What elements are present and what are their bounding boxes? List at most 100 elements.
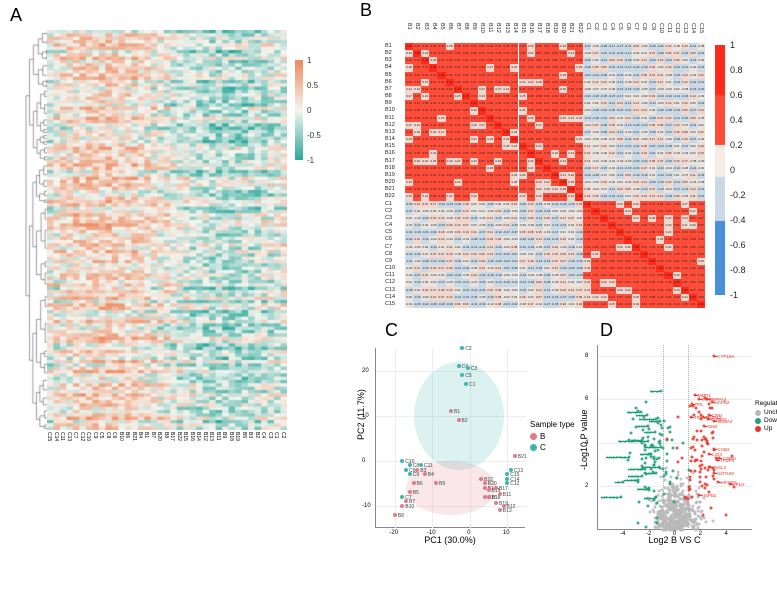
corr-cell: 0.37 <box>429 115 437 122</box>
corr-cell: 0.53 <box>567 86 575 93</box>
corr-cell: -0.07 <box>405 222 413 229</box>
colorbar-a <box>295 60 303 160</box>
corr-cell: 0.42 <box>567 129 575 136</box>
heatmap-a-xlabel: B19 <box>234 432 240 441</box>
volcano-point <box>704 475 707 478</box>
corr-cell: 0.42 <box>600 272 608 279</box>
corr-cell: -0.18 <box>664 193 672 200</box>
corr-cell: -0.24 <box>502 301 510 308</box>
corr-cell: -0.28 <box>575 265 583 272</box>
corr-cell: 0.43 <box>478 150 486 157</box>
volcano-point <box>702 450 705 453</box>
corr-cell: -0.07 <box>600 186 608 193</box>
corr-cell: 0.44 <box>551 193 559 200</box>
corr-ylabel: B19 <box>385 172 395 178</box>
corr-cell: -0.21 <box>689 165 697 172</box>
corr-cell: 0.42 <box>519 86 527 93</box>
corr-cell: 0.44 <box>405 143 413 150</box>
corr-cell: -0.01 <box>608 72 616 79</box>
corr-cell: -0.25 <box>494 244 502 251</box>
corr-cell: 0.07 <box>437 294 445 301</box>
corr-cell: -0.05 <box>478 215 486 222</box>
corr-cell: 0.14 <box>486 244 494 251</box>
corr-cell: 0.67 <box>575 50 583 57</box>
corr-cell: 0.33 <box>656 215 664 222</box>
heatmap-a-xlabel: C9 <box>92 432 98 438</box>
corr-cell: 0.45 <box>462 165 470 172</box>
corr-cell: 0.54 <box>543 43 551 50</box>
corr-cell: 0.07 <box>462 222 470 229</box>
corr-cell: 0.56 <box>502 57 510 64</box>
corr-cell: -0.19 <box>640 64 648 71</box>
corr-cell: -0.14 <box>640 122 648 129</box>
volcano-point <box>684 514 687 517</box>
corr-cell: -0.29 <box>656 93 664 100</box>
corr-cell: 0.20 <box>494 158 502 165</box>
corr-cell: -0.30 <box>697 86 705 93</box>
corr-cell: 0.47 <box>421 172 429 179</box>
corr-cell: -0.11 <box>673 179 681 186</box>
corr-cell: 0.15 <box>697 150 705 157</box>
corr-cell: 0.33 <box>656 222 664 229</box>
corr-cell: 0.63 <box>551 179 559 186</box>
corr-cell: 0.23 <box>535 193 543 200</box>
corr-cell: 0.43 <box>519 150 527 157</box>
corr-cell: 0.56 <box>575 107 583 114</box>
corr-cell: -0.07 <box>575 279 583 286</box>
corr-cell: 0.23 <box>664 222 672 229</box>
heatmap-a-xlabel: C3 <box>267 432 273 438</box>
corr-cell: 0.61 <box>575 79 583 86</box>
corr-cell: 0.45 <box>640 265 648 272</box>
corr-cell: -0.19 <box>470 258 478 265</box>
pca-point <box>479 477 483 481</box>
corr-cell: -0.26 <box>591 93 599 100</box>
corr-cell: 0.59 <box>535 115 543 122</box>
volcano-point <box>696 500 699 503</box>
corr-xlabel: C10 <box>658 23 664 33</box>
corr-cell: -0.02 <box>405 265 413 272</box>
corr-cell: 0.24 <box>591 251 599 258</box>
corr-cell: 0.48 <box>600 201 608 208</box>
gene-label: HAPB2 <box>715 400 730 405</box>
corr-cell: 1.00 <box>429 64 437 71</box>
corr-cell: 0.48 <box>583 222 591 229</box>
corr-cell: 0.24 <box>664 244 672 251</box>
corr-cell: 0.20 <box>648 64 656 71</box>
corr-cell: 0.30 <box>502 50 510 57</box>
volcano-point <box>673 501 676 504</box>
corr-cell: -0.19 <box>697 193 705 200</box>
corr-cell: 0.60 <box>470 64 478 71</box>
corr-cell: -0.06 <box>673 43 681 50</box>
corr-cell: 0.47 <box>575 179 583 186</box>
corr-cell: 0.36 <box>575 143 583 150</box>
corr-cell: -0.23 <box>656 143 664 150</box>
corr-cell: 0.07 <box>567 215 575 222</box>
corr-cell: -0.12 <box>454 236 462 243</box>
corr-cell: -0.18 <box>486 272 494 279</box>
corr-cell: 0.46 <box>437 100 445 107</box>
corr-cell: 0.15 <box>616 57 624 64</box>
corr-cell: 0.65 <box>519 179 527 186</box>
corr-cell: 0.43 <box>624 294 632 301</box>
corr-cell: 1.00 <box>632 244 640 251</box>
corr-cell: 0.61 <box>527 129 535 136</box>
corr-cell: 0.09 <box>608 57 616 64</box>
corr-cell: 0.00 <box>527 287 535 294</box>
corr-cell: 0.45 <box>478 72 486 79</box>
corr-cell: 0.27 <box>689 208 697 215</box>
corr-cell: -0.23 <box>405 251 413 258</box>
heatmap-a-xlabel: B9 <box>221 432 227 438</box>
corr-cell: -0.27 <box>648 143 656 150</box>
corr-cell: 1.00 <box>697 301 705 308</box>
corr-cell: 0.40 <box>527 193 535 200</box>
corr-cell: -0.28 <box>543 279 551 286</box>
corr-cell: 0.38 <box>502 64 510 71</box>
corr-cell: 0.48 <box>632 279 640 286</box>
corr-cell: -0.08 <box>535 272 543 279</box>
corr-cell: 0.49 <box>664 236 672 243</box>
volcano-point <box>666 438 669 441</box>
corr-cell: 0.55 <box>681 272 689 279</box>
corr-cell: -0.21 <box>470 287 478 294</box>
corr-cell: 0.01 <box>405 279 413 286</box>
corr-cell: 0.62 <box>502 79 510 86</box>
